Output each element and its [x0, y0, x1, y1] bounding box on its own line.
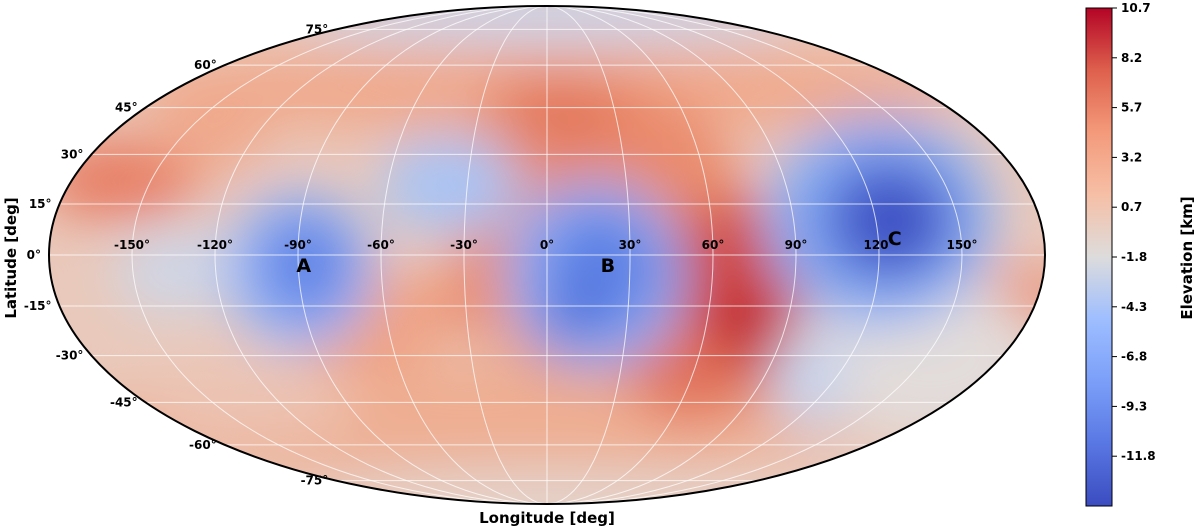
latitude-tick-label: -45° [110, 395, 138, 409]
map-outline [48, 5, 1046, 505]
x-axis-title: Longitude [deg] [479, 509, 615, 527]
region-label-b: B [601, 255, 615, 277]
colorbar-title: Elevation [km] [1178, 196, 1196, 319]
longitude-tick-label: -30° [450, 238, 478, 252]
longitude-tick-label: -90° [284, 238, 312, 252]
longitude-tick-label: -60° [367, 238, 395, 252]
colorbar-tick-label: 8.2 [1121, 51, 1142, 65]
region-label-c: C [888, 228, 902, 250]
colorbar-tick-label: 3.2 [1121, 150, 1142, 164]
colorbar-tick-label: 5.7 [1121, 101, 1142, 115]
latitude-tick-label: 0° [27, 248, 41, 262]
colorbar-tick-label: 10.7 [1121, 1, 1151, 15]
longitude-tick-label: 30° [619, 238, 642, 252]
colorbar-gradient [1085, 7, 1113, 507]
colorbar-tick-label: -4.3 [1121, 300, 1147, 314]
colorbar-tick-label: -9.3 [1121, 399, 1147, 413]
colorbar-tick-label: -6.8 [1121, 350, 1147, 364]
colorbar: 10.7 8.2 5.7 3.2 0.7 -1.8 -4.3 -6.8 -9.3 -11.8 El… [1085, 1, 1196, 507]
longitude-tick-label: 60° [702, 238, 725, 252]
latitude-tick-label: -15° [24, 299, 52, 313]
latitude-tick-label: -60° [189, 438, 217, 452]
graticule [49, 6, 1045, 504]
latitude-tick-labels: 75° 60° 45° 30° 15° 0° -15° -30° -45° -60° -75° [24, 22, 328, 487]
latitude-tick-label: -30° [56, 349, 84, 363]
colorbar-tick-label: 0.7 [1121, 200, 1142, 214]
longitude-tick-labels: -150° -120° -90° -60° -30° 0° 30° 60° 90° 120° 150… [114, 238, 978, 252]
y-axis-title: Latitude [deg] [2, 197, 20, 318]
longitude-tick-label: 0° [540, 238, 554, 252]
region-label-a: A [296, 255, 311, 277]
colorbar-tick-label: -11.8 [1121, 449, 1156, 463]
latitude-tick-label: 60° [194, 58, 217, 72]
latitude-tick-label: 30° [61, 147, 84, 161]
longitude-tick-label: 120° [863, 238, 894, 252]
longitude-tick-label: 90° [785, 238, 808, 252]
longitude-tick-label: 150° [946, 238, 977, 252]
longitude-tick-label: -120° [197, 238, 233, 252]
colorbar-tick-label: -1.8 [1121, 250, 1147, 264]
region-annotations: A B C [296, 228, 901, 277]
latitude-tick-label: -75° [301, 474, 329, 488]
longitude-tick-label: -150° [114, 238, 150, 252]
latitude-tick-label: 45° [115, 101, 138, 115]
latitude-tick-label: 75° [306, 22, 329, 36]
latitude-tick-label: 15° [29, 197, 52, 211]
colorbar-tick-labels: 10.7 8.2 5.7 3.2 0.7 -1.8 -4.3 -6.8 -9.3 -11.8 [1112, 1, 1156, 463]
